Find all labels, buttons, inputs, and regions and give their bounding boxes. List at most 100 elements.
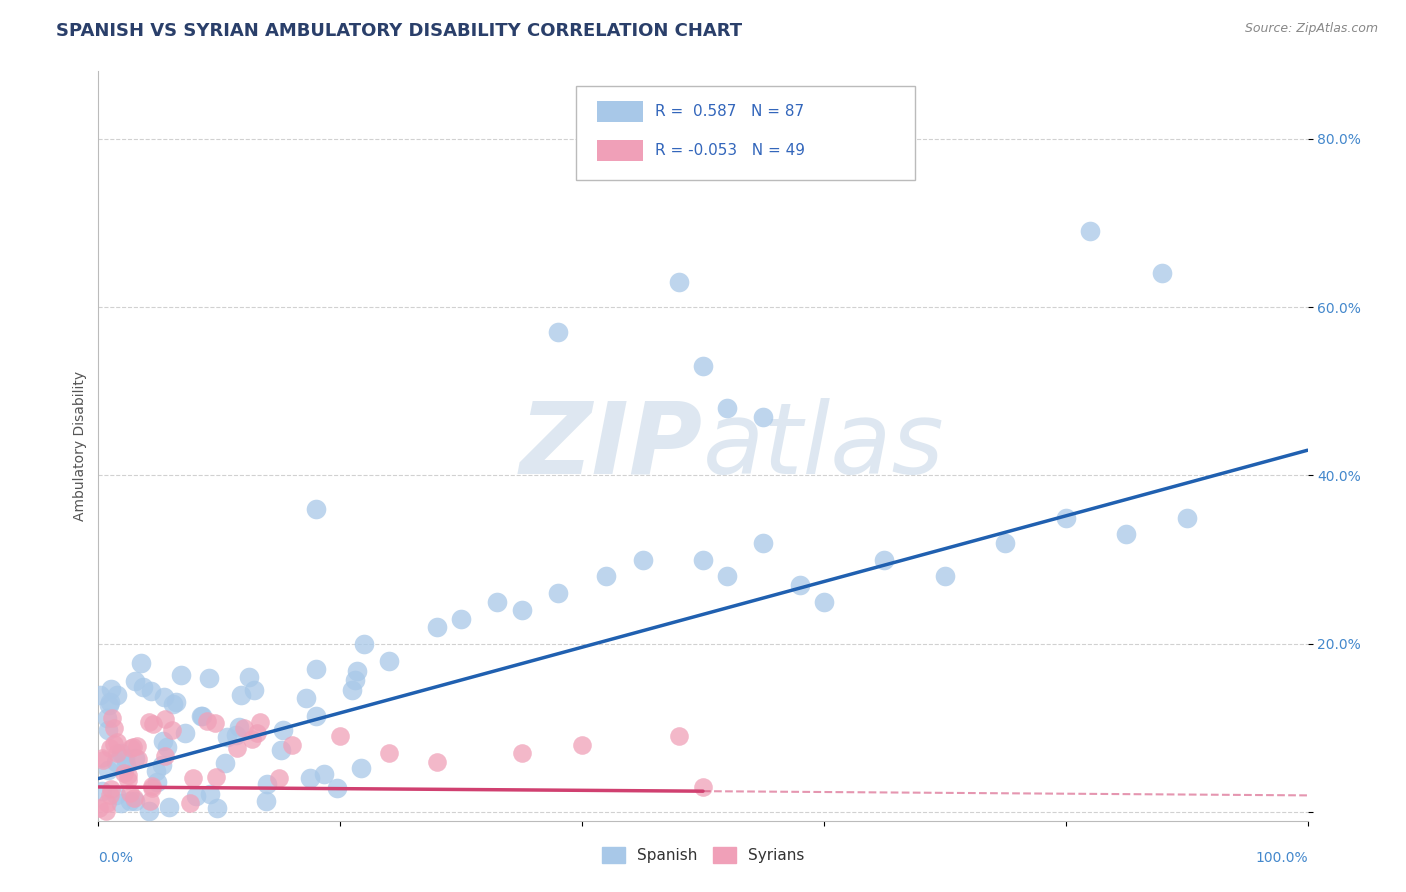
Point — [789, 578, 811, 592]
Point — [716, 569, 738, 583]
Point — [96, 711, 118, 725]
Point — [157, 800, 180, 814]
Point — [179, 796, 201, 810]
Point — [692, 552, 714, 566]
Point — [934, 569, 956, 583]
Point — [326, 780, 349, 795]
Point — [138, 805, 160, 819]
FancyBboxPatch shape — [596, 101, 643, 121]
Point — [254, 793, 277, 807]
Point — [631, 552, 654, 566]
Point — [246, 726, 269, 740]
Y-axis label: Ambulatory Disability: Ambulatory Disability — [73, 371, 87, 521]
Point — [217, 731, 239, 745]
Point — [1054, 510, 1077, 524]
Point — [100, 710, 122, 724]
Point — [1115, 527, 1137, 541]
Point — [305, 502, 328, 516]
Point — [139, 794, 162, 808]
Point — [103, 737, 125, 751]
Point — [153, 712, 176, 726]
Point — [117, 772, 139, 787]
Point — [150, 757, 173, 772]
Point — [105, 788, 128, 802]
Point — [127, 752, 149, 766]
Point — [547, 326, 569, 340]
Point — [97, 763, 120, 777]
Point — [281, 738, 304, 752]
Point — [173, 726, 195, 740]
Point — [994, 536, 1017, 550]
FancyBboxPatch shape — [596, 140, 643, 161]
Point — [120, 741, 142, 756]
Point — [91, 754, 114, 768]
Point — [162, 697, 184, 711]
Point — [225, 728, 247, 742]
Point — [813, 595, 835, 609]
Point — [692, 359, 714, 373]
Point — [146, 775, 169, 789]
Point — [114, 751, 136, 765]
Text: Source: ZipAtlas.com: Source: ZipAtlas.com — [1244, 22, 1378, 36]
Point — [240, 731, 263, 746]
Point — [105, 755, 128, 769]
Point — [198, 671, 221, 685]
Point — [112, 766, 135, 780]
Point — [118, 786, 141, 800]
Point — [547, 586, 569, 600]
Point — [100, 681, 122, 696]
Text: ZIP: ZIP — [520, 398, 703, 494]
Point — [873, 552, 896, 566]
Point — [243, 683, 266, 698]
Point — [238, 670, 260, 684]
Point — [153, 749, 176, 764]
Point — [191, 708, 214, 723]
Point — [89, 688, 111, 702]
Point — [716, 401, 738, 416]
Point — [200, 787, 222, 801]
Point — [115, 758, 138, 772]
Point — [426, 755, 449, 769]
Point — [96, 796, 118, 810]
Point — [125, 739, 148, 753]
Point — [692, 780, 714, 794]
Text: 0.0%: 0.0% — [98, 851, 134, 865]
Point — [91, 751, 114, 765]
Point — [204, 715, 226, 730]
Point — [90, 784, 112, 798]
Point — [312, 767, 335, 781]
Point — [232, 721, 254, 735]
Point — [105, 735, 128, 749]
Point — [214, 756, 236, 770]
Point — [110, 796, 132, 810]
Point — [225, 741, 247, 756]
Point — [267, 771, 290, 785]
Point — [668, 275, 690, 289]
Point — [752, 536, 775, 550]
Point — [752, 409, 775, 424]
Point — [190, 708, 212, 723]
Point — [184, 789, 207, 803]
Point — [343, 673, 366, 688]
Point — [377, 654, 399, 668]
Point — [204, 770, 226, 784]
Point — [120, 794, 142, 808]
Point — [1175, 510, 1198, 524]
Point — [205, 801, 228, 815]
Point — [249, 714, 271, 729]
Point — [110, 747, 132, 761]
Point — [668, 730, 690, 744]
Point — [228, 720, 250, 734]
Point — [156, 740, 179, 755]
Point — [377, 746, 399, 760]
Text: R =  0.587   N = 87: R = 0.587 N = 87 — [655, 103, 804, 119]
Point — [510, 603, 533, 617]
Text: SPANISH VS SYRIAN AMBULATORY DISABILITY CORRELATION CHART: SPANISH VS SYRIAN AMBULATORY DISABILITY … — [56, 22, 742, 40]
Point — [96, 804, 118, 818]
Text: 100.0%: 100.0% — [1256, 851, 1308, 865]
Point — [138, 714, 160, 729]
Point — [170, 667, 193, 681]
Point — [256, 777, 278, 791]
Text: R = -0.053   N = 49: R = -0.053 N = 49 — [655, 143, 804, 158]
Point — [139, 683, 162, 698]
